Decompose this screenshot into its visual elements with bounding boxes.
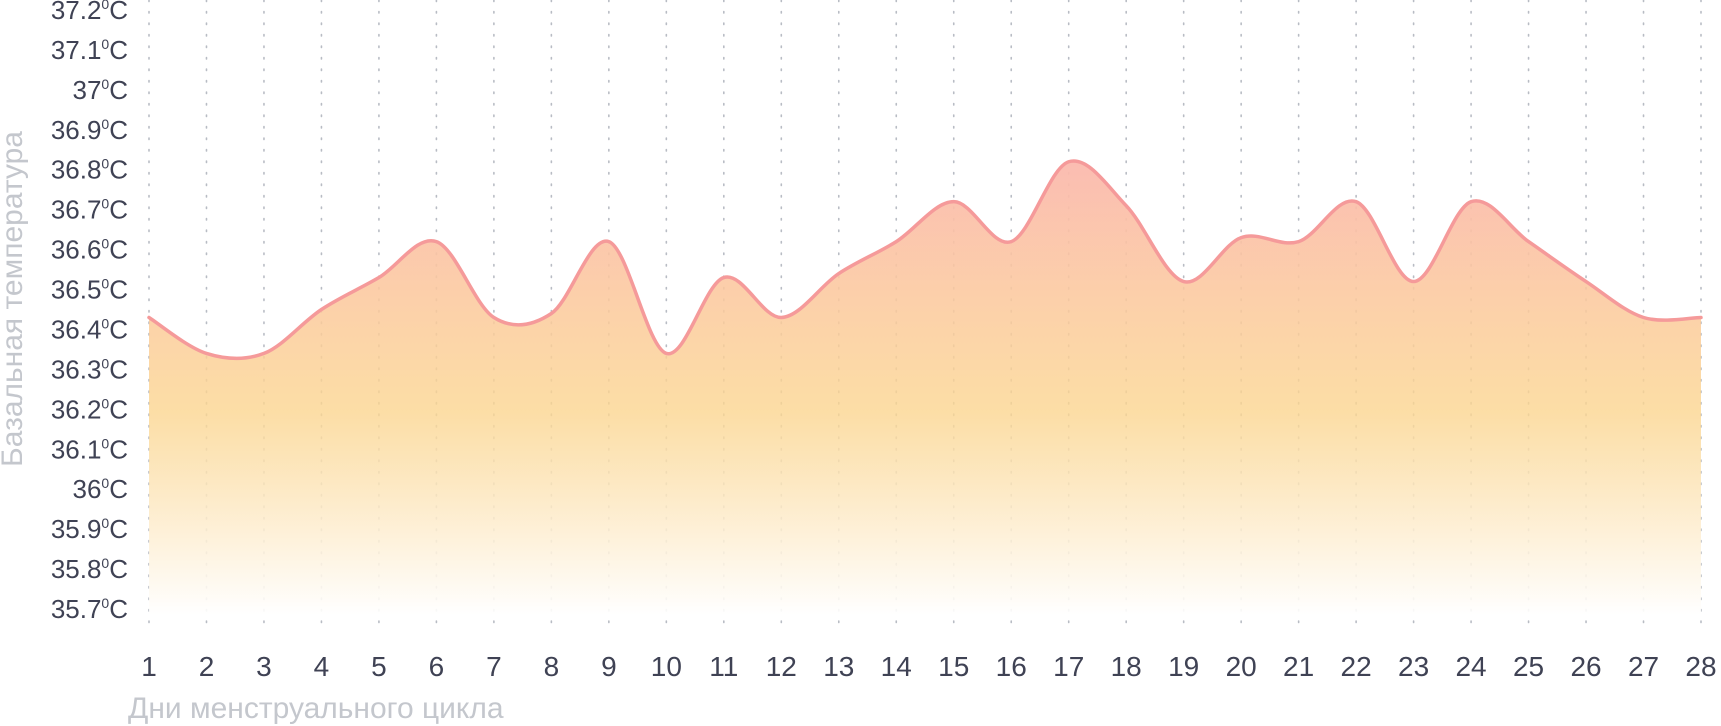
x-tick-label: 24 [1455, 651, 1486, 682]
x-tick-label: 19 [1168, 651, 1199, 682]
x-tick-label: 6 [429, 651, 445, 682]
y-axis-ticks: 35.70C 35.80C 35.90C 360C 36.10C 36.20C 36.30C… [51, 0, 128, 624]
y-tick-label: 35.70C [51, 594, 128, 624]
y-tick-label: 36.90C [51, 115, 128, 145]
x-tick-label: 12 [766, 651, 797, 682]
x-tick-label: 26 [1570, 651, 1601, 682]
x-tick-label: 8 [544, 651, 560, 682]
y-tick-label: 35.80C [51, 554, 128, 584]
x-tick-label: 9 [601, 651, 617, 682]
x-tick-label: 7 [486, 651, 502, 682]
x-tick-label: 1 [141, 651, 157, 682]
x-tick-label: 10 [651, 651, 682, 682]
x-tick-label: 15 [938, 651, 969, 682]
x-tick-label: 16 [996, 651, 1027, 682]
y-tick-label: 370C [73, 75, 129, 105]
y-tick-label: 36.40C [51, 314, 128, 344]
y-tick-label: 36.80C [51, 155, 128, 185]
y-tick-label: 37.20C [51, 0, 128, 25]
x-tick-label: 22 [1341, 651, 1372, 682]
y-tick-label: 36.30C [51, 354, 128, 384]
x-tick-label: 11 [709, 651, 738, 682]
y-tick-label: 360C [73, 474, 129, 504]
y-tick-label: 36.50C [51, 275, 128, 305]
x-tick-label: 14 [881, 651, 912, 682]
x-tick-label: 21 [1283, 651, 1314, 682]
x-tick-label: 18 [1111, 651, 1142, 682]
x-tick-label: 4 [314, 651, 330, 682]
x-tick-label: 27 [1628, 651, 1659, 682]
y-tick-label: 36.10C [51, 434, 128, 464]
x-tick-label: 2 [199, 651, 215, 682]
y-tick-label: 36.20C [51, 394, 128, 424]
x-tick-label: 25 [1513, 651, 1544, 682]
x-tick-label: 3 [256, 651, 272, 682]
grid-lines [148, 0, 1702, 631]
x-tick-label: 5 [371, 651, 387, 682]
temperature-area [149, 160, 1701, 615]
temperature-line [147, 159, 1703, 361]
y-tick-label: 35.90C [51, 514, 128, 544]
x-tick-label: 20 [1226, 651, 1257, 682]
y-tick-label: 37.10C [51, 35, 128, 65]
x-tick-label: 17 [1053, 651, 1084, 682]
x-tick-label: 23 [1398, 651, 1429, 682]
x-tick-label: 13 [823, 651, 854, 682]
x-axis-label: Дни менструального цикла [128, 692, 504, 725]
x-axis-ticks: 1 2 3 4 5 6 7 8 9 10 11 12 13 14 15 16 17 18 19 20 21 22 23 24 2… [141, 651, 1716, 682]
y-tick-label: 36.60C [51, 235, 128, 265]
y-axis-label: Базальная температура [0, 131, 29, 467]
x-tick-label: 28 [1685, 651, 1716, 682]
y-tick-label: 36.70C [51, 195, 128, 225]
